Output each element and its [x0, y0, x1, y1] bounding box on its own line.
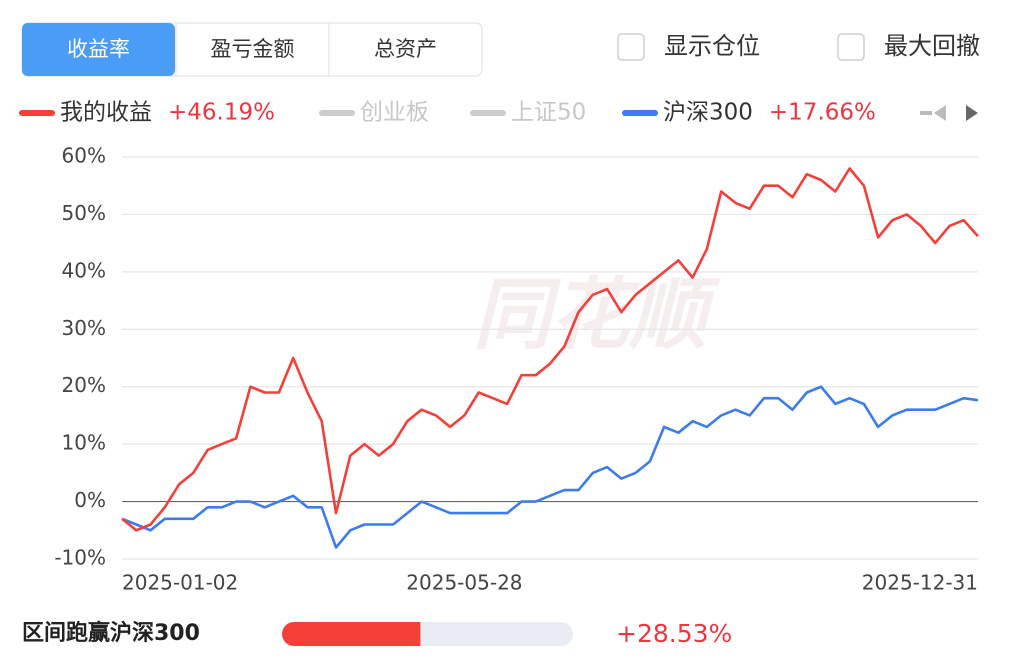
checkbox-label[interactable]: 最大回撤	[884, 32, 980, 60]
checkbox-label[interactable]: 显示仓位	[664, 32, 760, 60]
y-tick-label: 40%	[62, 258, 106, 282]
legend-prev[interactable]	[934, 105, 946, 121]
y-tick-label: 50%	[62, 201, 106, 225]
y-tick-label: -10%	[54, 546, 106, 570]
checkbox[interactable]	[617, 33, 645, 61]
x-tick-label: 2025-12-31	[862, 571, 978, 595]
legend-next[interactable]	[966, 105, 978, 121]
legend-label[interactable]: 创业板	[360, 100, 429, 126]
legend-prev-bar	[920, 111, 932, 115]
tab[interactable]: 盈亏金额	[211, 37, 295, 61]
progress-fill	[282, 622, 421, 646]
checkbox[interactable]	[837, 33, 865, 61]
y-tick-label: 60%	[62, 144, 106, 168]
tab[interactable]: 总资产	[374, 37, 437, 61]
tab[interactable]: 收益率	[67, 37, 130, 61]
legend-label[interactable]: 上证50	[511, 100, 586, 126]
y-tick-label: 10%	[62, 431, 106, 455]
legend-value: +17.66%	[769, 100, 876, 126]
outperform-value: +28.53%	[616, 619, 732, 648]
legend-label[interactable]: 我的收益	[60, 100, 152, 126]
y-tick-label: 30%	[62, 316, 106, 340]
x-tick-label: 2025-01-02	[122, 571, 238, 595]
legend-label[interactable]: 沪深300	[663, 100, 753, 126]
watermark: 同花顺	[473, 270, 721, 360]
outperform-label: 区间跑赢沪深300	[22, 620, 200, 646]
legend-value: +46.19%	[168, 100, 275, 126]
y-tick-label: 20%	[62, 373, 106, 397]
y-tick-label: 0%	[74, 488, 106, 512]
x-tick-label: 2025-05-28	[406, 571, 522, 595]
series-line	[121, 167, 979, 532]
tab-selected[interactable]	[22, 23, 175, 76]
series-line	[121, 385, 979, 549]
